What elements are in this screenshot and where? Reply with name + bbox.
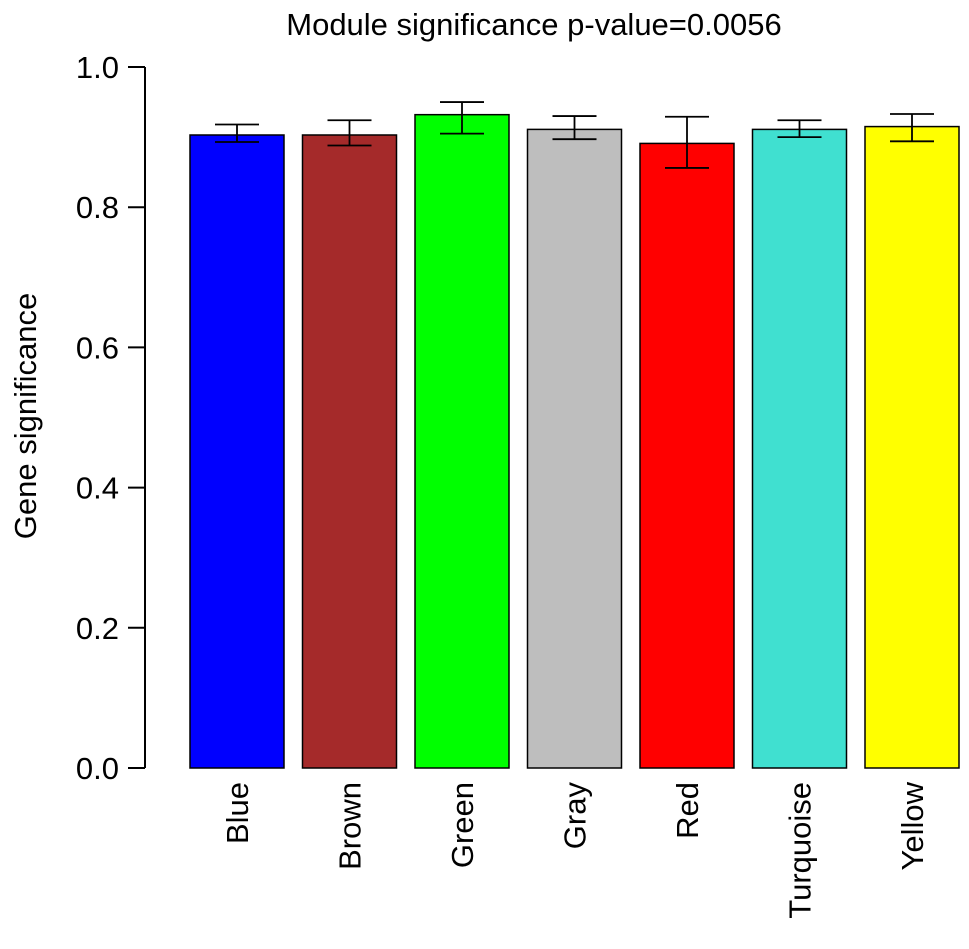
chart-title: Module significance p-value=0.0056 [286, 7, 781, 42]
error-bar-green [440, 101, 484, 135]
error-bar-blue [215, 123, 259, 143]
y-tick-label: 0.6 [76, 330, 119, 365]
bars-group [189, 113, 960, 769]
y-tick-label: 0.2 [76, 611, 119, 646]
x-tick-labels: Blue Brown Green Gray Red Turquoise Yellow [220, 781, 930, 918]
bar-green [414, 113, 510, 769]
error-bar-brown [327, 119, 372, 147]
error-bar-yellow [890, 113, 934, 143]
x-tick-label: Green [445, 782, 480, 868]
x-tick-label: Red [670, 782, 705, 839]
y-tick-label: 0.0 [76, 751, 119, 786]
x-tick-label: Yellow [895, 781, 930, 870]
error-bar-turquoise [777, 119, 822, 139]
bar-brown [301, 134, 398, 769]
x-tick-label: Blue [220, 782, 255, 844]
x-tick-label: Gray [558, 782, 593, 850]
y-axis: 0.0 0.2 0.4 0.6 0.8 1.0 [76, 50, 146, 786]
x-tick-label: Turquoise [783, 782, 818, 919]
bar-blue [189, 134, 285, 769]
bar-red [639, 142, 735, 769]
y-tick-label: 0.4 [76, 471, 119, 506]
y-tick-label: 1.0 [76, 50, 119, 85]
y-axis-label: Gene significance [8, 293, 43, 539]
y-tick-label: 0.8 [76, 190, 119, 225]
bar-gray [526, 128, 623, 769]
x-tick-label: Brown [333, 782, 368, 870]
bar-turquoise [751, 128, 848, 769]
error-bars-group [215, 101, 934, 169]
bar-yellow [864, 125, 960, 769]
error-bar-red [665, 115, 709, 169]
error-bar-gray [552, 115, 597, 141]
